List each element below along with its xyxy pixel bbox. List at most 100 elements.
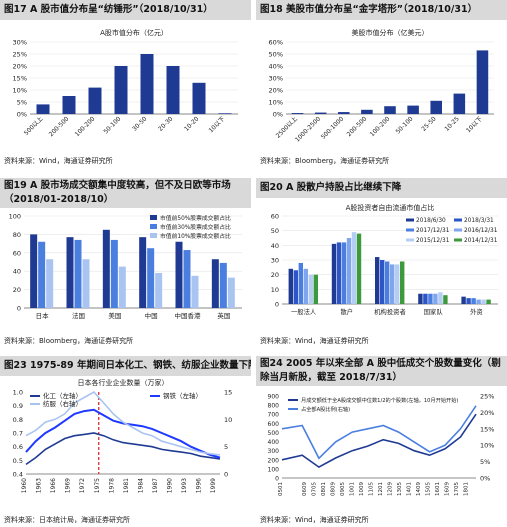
- fig19-bar: [155, 273, 163, 308]
- fig18-bar: [291, 113, 304, 114]
- fig20-bar: [341, 242, 347, 304]
- fig23-ytick-right-label: 0: [224, 471, 228, 479]
- fig20-bar: [438, 292, 443, 304]
- figure-19-chart: 0 20 40 60 80 100 日本 法国 美国 中国 中国香港 英国 市值前50%股票成交额占比市…: [9, 213, 242, 320]
- fig20-legend-label: 2018/6/30: [416, 218, 446, 224]
- fig20-bar: [288, 268, 293, 304]
- figure-17-panel: 图17 A 股市值分布呈“纺锤形”（2018/10/31） A股市值分布（亿元）…: [0, 0, 251, 170]
- fig18-xtick-label: 50-100: [395, 115, 415, 135]
- fig24-xtick-label: 1305: [397, 482, 403, 496]
- fig24-xtick-label: 1209: [387, 482, 393, 496]
- fig20-xtick-label: 外资: [470, 307, 483, 316]
- fig24-xtick-label: 1705: [454, 482, 460, 496]
- fig24-ytick-left-label: 200: [268, 457, 280, 464]
- fig23-xtick-label: 1999: [210, 478, 217, 493]
- fig20-legend-label: 2016/12/31: [464, 228, 498, 234]
- fig18-ytick-label: 50%: [269, 51, 283, 59]
- fig23-ytick-right-label: 15: [224, 389, 232, 397]
- fig19-bar: [30, 234, 38, 308]
- fig20-bar: [356, 233, 362, 304]
- fig17-xtick-label: 30-50: [131, 115, 148, 132]
- fig20-bar: [395, 264, 400, 304]
- fig20-bar: [476, 299, 481, 304]
- fig17-ytick-label: 25%: [13, 51, 27, 59]
- fig20-bar: [308, 274, 313, 304]
- fig18-bar: [453, 93, 466, 114]
- fig24-xtick-label: 1601: [435, 482, 441, 496]
- fig23-ytick-left-label: 0.8: [13, 416, 23, 424]
- fig20-bar: [298, 262, 303, 304]
- fig23-xtick-label: 1969: [65, 478, 72, 493]
- fig17-ytick-label: 0%: [17, 111, 27, 119]
- fig20-bar: [303, 268, 308, 304]
- fig23-ytick-left-label: 1.0: [13, 389, 23, 397]
- fig20-bar: [486, 299, 491, 304]
- figure-20-chart: A股投资者自由流通市值占比 0 10 20 30 40 50 60 一般法人 散户 机构投资者 国家队…: [271, 203, 498, 316]
- fig24-ytick-left-label: 900: [268, 394, 280, 401]
- figure-24-chart: 0 100 200 300 400 500 600 700 800 900 0% 5% 10% 15% 20…: [268, 393, 495, 497]
- fig23-ytick-left-label: 0.7: [13, 430, 23, 438]
- fig20-bar: [293, 270, 298, 304]
- fig20-bar: [443, 295, 448, 304]
- fig23-xtick-label: 1990: [167, 478, 174, 493]
- fig24-xtick-label: 0905: [340, 482, 346, 496]
- fig18-xtick-label: 200-500: [346, 115, 369, 138]
- fig19-ytick-label: 0: [17, 305, 21, 313]
- fig20-xtick-label: 散户: [341, 307, 354, 316]
- figure-23-panel: 图23 1975-89 年期间日本化工、钢铁、纺服企业数量下降 日本各行业企业数…: [0, 356, 251, 527]
- fig17-bar: [218, 113, 232, 114]
- fig19-bar: [139, 237, 147, 308]
- fig20-legend-label: 2018/3/31: [464, 218, 494, 224]
- fig20-bar: [461, 296, 466, 304]
- fig23-xtick-label: 1960: [21, 478, 28, 493]
- fig19-bar: [191, 275, 199, 308]
- fig24-xtick-label: 1505: [426, 482, 432, 496]
- fig20-legend-label: 2017/12/31: [416, 228, 450, 234]
- fig24-xtick-label: 1609: [445, 482, 451, 496]
- fig17-bar: [166, 66, 180, 114]
- fig18-ytick-label: 60%: [269, 39, 283, 47]
- fig19-xtick-label: 法国: [72, 311, 85, 320]
- fig24-ytick-left-label: 100: [268, 466, 280, 473]
- fig23-ytick-left-label: 0.6: [13, 443, 23, 451]
- fig20-chart-title: A股投资者自由流通市值占比: [346, 203, 435, 212]
- fig20-ytick-label: 40: [271, 242, 279, 250]
- figure-18-title: 图18 美股市值分布呈“金字塔形”（2018/10/31）: [256, 0, 507, 20]
- fig17-ytick-label: 20%: [13, 63, 27, 71]
- fig24-xtick-label: 1009: [359, 482, 365, 496]
- fig17-xtick-label: 50-100: [102, 115, 122, 135]
- fig24-ytick-right-label: 0%: [480, 475, 490, 483]
- figure-20-title: 图20 A 股散户持股占比继续下降: [256, 178, 507, 198]
- figure-24-panel: 图24 2005 年以来全部 A 股中低成交个股数量变化（剔除当月新股，截至 2…: [256, 356, 507, 527]
- fig18-xtick-label: 10以下: [465, 115, 484, 134]
- fig17-xtick-label: 10以下: [208, 115, 227, 134]
- fig24-legend-label: 占全部A股比例(右轴): [301, 405, 350, 413]
- fig17-bar: [192, 82, 206, 114]
- fig20-xtick-label: 机构投资者: [374, 307, 405, 316]
- fig23-ytick-right-label: 5: [224, 443, 228, 451]
- fig23-xtick-label: 1993: [181, 478, 188, 493]
- fig23-series-line: [25, 390, 221, 456]
- fig19-bar: [147, 248, 155, 308]
- figure-23-chart: 日本各行业企业数量（万家） 0.4 0.5 0.6 0.7 0.8 0.9 1.0 0 5 10 15…: [13, 378, 233, 493]
- fig20-bar: [351, 232, 357, 304]
- fig18-ytick-label: 10%: [269, 99, 283, 107]
- fig20-xtick-label: 一般法人: [291, 307, 317, 316]
- fig24-xtick-label: 1001: [349, 482, 355, 496]
- fig18-xtick-label: 100-200: [369, 115, 392, 138]
- fig19-xtick-label: 美国: [108, 311, 121, 320]
- fig24-ytick-right-label: 10%: [480, 442, 494, 450]
- fig20-bar: [433, 293, 438, 304]
- fig23-xtick-label: 1987: [152, 478, 159, 493]
- fig20-xtick-label: 国家队: [424, 307, 444, 316]
- fig20-bar: [400, 261, 405, 304]
- fig24-xtick-label: 1201: [378, 482, 384, 496]
- fig20-bar: [466, 298, 471, 304]
- fig18-bar: [361, 109, 373, 114]
- fig18-xtick-label: 25-50: [420, 115, 437, 132]
- fig17-xtick-label: 10-20: [183, 115, 200, 132]
- fig23-chart-title: 日本各行业企业数量（万家）: [78, 378, 169, 387]
- fig19-ytick-label: 80: [13, 231, 21, 239]
- fig19-bar: [110, 239, 118, 308]
- fig23-xtick-label: 1978: [108, 478, 115, 493]
